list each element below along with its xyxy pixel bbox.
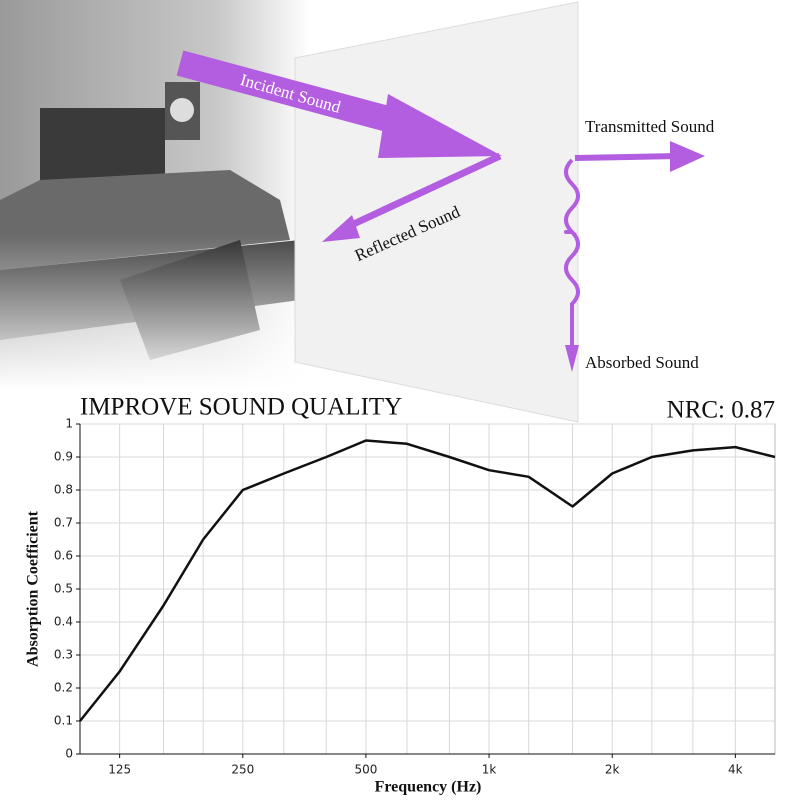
y-tick-label: 0.1 xyxy=(54,714,73,728)
y-tick-label: 0.3 xyxy=(54,648,73,662)
x-tick-label: 500 xyxy=(354,763,377,777)
data-line xyxy=(79,439,776,722)
x-axis-label: Frequency (Hz) xyxy=(375,779,482,796)
x-tick-label: 125 xyxy=(108,763,131,777)
y-tick-label: 0.5 xyxy=(54,582,73,596)
y-axis-label: Absorption Coefficient xyxy=(25,510,42,667)
y-tick-label: 0.7 xyxy=(54,516,73,530)
y-tick-label: 0.2 xyxy=(54,681,73,695)
x-tick-label: 2k xyxy=(605,763,620,777)
studio-photo xyxy=(0,0,310,390)
y-tick-label: 0.6 xyxy=(54,549,73,563)
nrc-annotation: NRC: 0.87 xyxy=(667,397,775,424)
y-tick-label: 0.4 xyxy=(54,615,73,629)
x-tick-label: 250 xyxy=(231,763,254,777)
y-tick-label: 1 xyxy=(65,417,73,431)
y-tick-label: 0.9 xyxy=(54,450,73,464)
absorbed-label: Absorbed Sound xyxy=(585,353,699,372)
transmitted-label: Transmitted Sound xyxy=(585,117,715,136)
y-tick-label: 0.8 xyxy=(54,483,73,497)
x-tick-label: 1k xyxy=(482,763,497,777)
arrows xyxy=(176,50,705,372)
chart-title: IMPROVE SOUND QUALITY xyxy=(80,394,402,421)
y-tick-label: 0 xyxy=(65,747,73,761)
x-tick-label: 4k xyxy=(728,763,743,777)
